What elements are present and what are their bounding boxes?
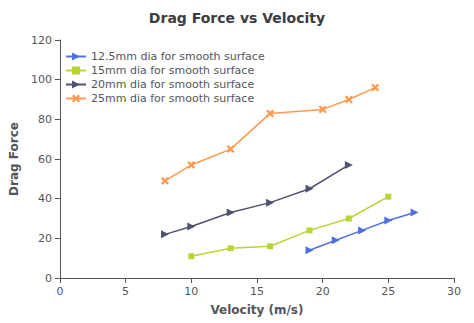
svg-text:100: 100 <box>31 73 52 86</box>
svg-text:Velocity (m/s): Velocity (m/s) <box>210 303 303 317</box>
svg-text:20: 20 <box>316 285 330 298</box>
svg-text:80: 80 <box>38 113 52 126</box>
svg-text:120: 120 <box>31 34 52 47</box>
svg-text:0: 0 <box>45 272 52 285</box>
svg-text:25mm dia for smooth surface: 25mm dia for smooth surface <box>91 92 254 105</box>
svg-text:30: 30 <box>447 285 461 298</box>
svg-text:15mm dia for smooth surface: 15mm dia for smooth surface <box>91 64 254 77</box>
svg-text:12.5mm dia for smooth surface: 12.5mm dia for smooth surface <box>91 50 265 63</box>
svg-text:40: 40 <box>38 192 52 205</box>
svg-text:10: 10 <box>184 285 198 298</box>
svg-text:20mm dia for smooth surface: 20mm dia for smooth surface <box>91 78 254 91</box>
svg-text:Drag Force vs Velocity: Drag Force vs Velocity <box>149 10 325 26</box>
svg-text:15: 15 <box>250 285 264 298</box>
svg-text:Drag Force: Drag Force <box>7 122 21 196</box>
svg-text:5: 5 <box>122 285 129 298</box>
svg-text:0: 0 <box>56 285 63 298</box>
svg-text:60: 60 <box>38 153 52 166</box>
svg-text:25: 25 <box>381 285 395 298</box>
svg-text:20: 20 <box>38 232 52 245</box>
